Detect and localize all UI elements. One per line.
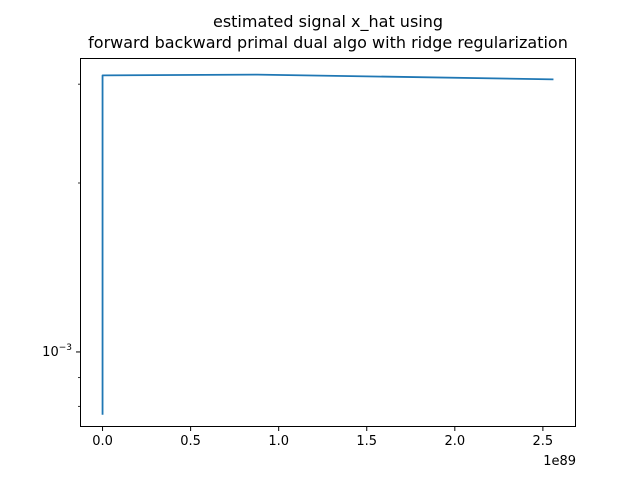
x-tick-label: 1.5 [356, 434, 377, 449]
ticks-layer: 0.0 0.5 1.0 1.5 2.0 2.5 10−3 [42, 83, 554, 449]
x-tick-label: 2.5 [533, 434, 554, 449]
series-line [101, 73, 554, 415]
x-tick-label: 1.0 [268, 434, 289, 449]
chart-title-line-2: forward backward primal dual algo with r… [88, 33, 568, 52]
chart-title-line-1: estimated signal x_hat using [212, 12, 444, 31]
x-axis-offset-label: 1e89 [543, 454, 576, 469]
x-tick-label: 2.0 [444, 434, 465, 449]
series-layer [101, 73, 554, 415]
x-tick-label: 0.5 [180, 434, 201, 449]
plot-area-frame [80, 58, 576, 427]
x-tick-label: 0.0 [92, 434, 113, 449]
y-tick-label: 10−3 [42, 343, 72, 360]
